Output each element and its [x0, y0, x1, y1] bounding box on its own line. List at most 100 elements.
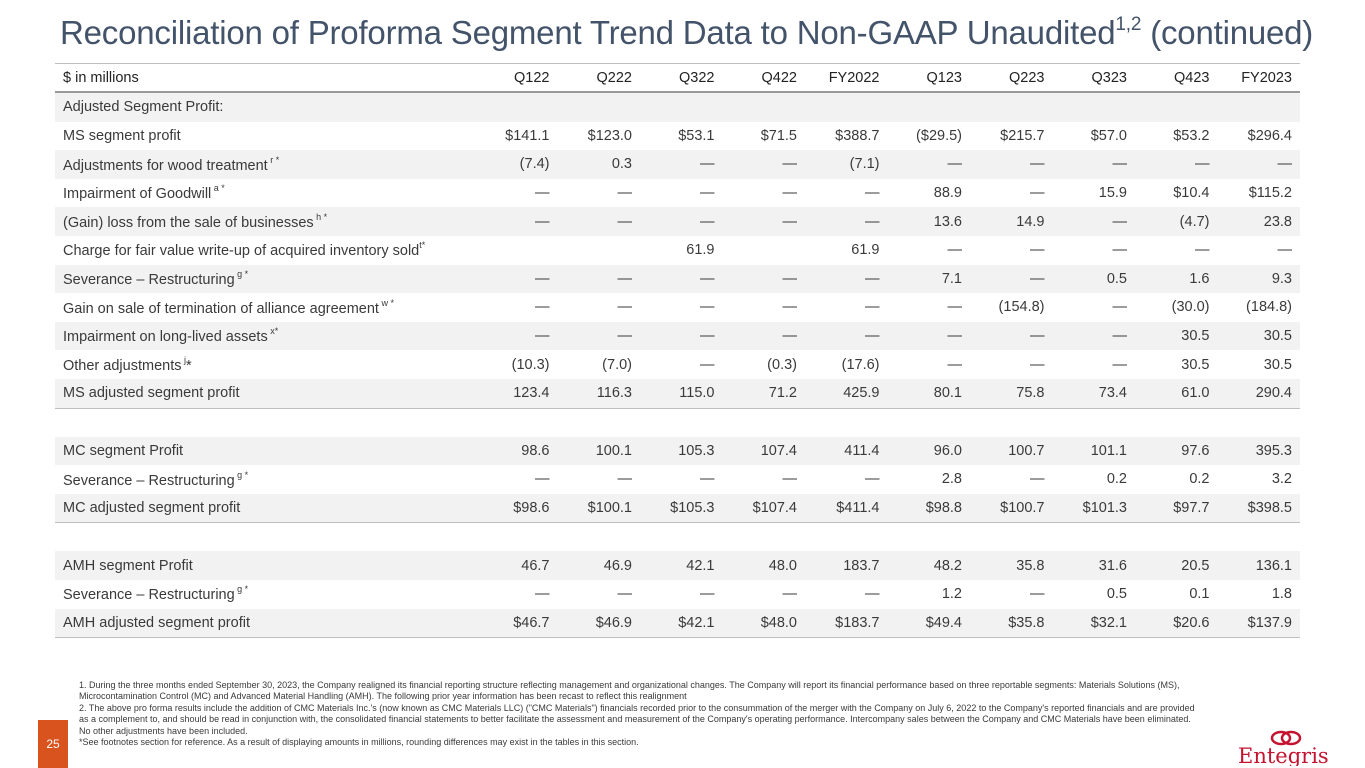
cell-fy2023: $115.2 [1248, 185, 1292, 202]
cell-q122: — [475, 264, 558, 294]
row-label: (Gain) loss from the sale of businesses … [55, 207, 475, 236]
footnote-marker: j [181, 354, 186, 365]
cell-q423: 0.2 [1189, 471, 1210, 488]
cell-q423: 20.5 [1135, 551, 1218, 580]
cell-q422: 107.4 [722, 436, 805, 466]
cell-q422: $48.0 [722, 608, 805, 639]
cell-fy2022 [805, 92, 888, 122]
cell-q122: (7.4) [475, 150, 558, 179]
cell-q423: $20.6 [1135, 608, 1218, 639]
cell-q223: — [1030, 356, 1045, 373]
row-label: Gain on sale of termination of alliance … [63, 297, 394, 317]
cell-q123: — [887, 321, 970, 351]
cell-q123: 88.9 [933, 185, 962, 202]
spacer-row [55, 408, 1300, 437]
cell-q322: 61.9 [686, 242, 715, 259]
cell-fy2023: $137.9 [1217, 608, 1300, 639]
cell-q322: $53.1 [678, 127, 715, 144]
cell-q322: $105.3 [640, 493, 723, 524]
cell-q122 [475, 236, 558, 265]
row-label: MS segment profit [63, 127, 181, 144]
cell-q123: 2.8 [941, 471, 962, 488]
table-row: Severance – Restructuring g * — — — — —7.1—0.… [55, 264, 1300, 294]
cell-q223: 35.8 [970, 551, 1053, 580]
cell-q423: $53.2 [1173, 127, 1210, 144]
row-label: Severance – Restructuring g * [63, 584, 249, 604]
cell-q223: 14.9 [970, 207, 1053, 236]
table-row: Severance – Restructuring g * — — — — — 1.2 — 0.… [55, 580, 1300, 609]
cell-q122: — [535, 299, 550, 316]
cell-q323: 0.5 [1106, 586, 1127, 603]
cell-q123 [887, 92, 970, 122]
row-label: MC segment Profit [55, 436, 475, 466]
cell-fy2023: 30.5 [1217, 321, 1300, 351]
cell-q122: $46.7 [475, 608, 558, 639]
row-label: Severance – Restructuring g * [63, 469, 249, 489]
cell-fy2022: $388.7 [835, 127, 880, 144]
cell-q123: 13.6 [887, 207, 970, 236]
cell-fy2023: 9.3 [1217, 264, 1300, 294]
cell-q422: — [782, 299, 798, 316]
table-row: Charge for fair value write-up of acquir… [55, 236, 1300, 265]
cell-q422 [722, 92, 805, 122]
cell-q422: — [782, 471, 798, 488]
cell-fy2023: 30.5 [1263, 356, 1292, 373]
cell-q223: 75.8 [970, 378, 1053, 409]
cell-q422 [723, 236, 806, 265]
footnote-marker: g * [234, 469, 249, 480]
cell-q123: 48.2 [887, 551, 970, 580]
header-col-q322: Q322 [640, 63, 723, 93]
cell-q222: 46.9 [557, 551, 640, 580]
cell-q322: — [640, 321, 723, 351]
cell-q322: — [700, 471, 715, 488]
footnote-3: *See footnotes section for reference. As… [79, 737, 639, 748]
cell-q123: — [947, 356, 963, 373]
entegris-logo-mark-icon: Entegris [1238, 730, 1329, 766]
cell-fy2023: 3.2 [1271, 471, 1292, 488]
cell-q423: $10.4 [1173, 185, 1210, 202]
spacer-cell [55, 522, 1300, 552]
cell-q423: 30.5 [1181, 356, 1210, 373]
table-row: Gain on sale of termination of alliance … [55, 293, 1300, 322]
table-header-row: $ in millions Q122 Q222 Q322 Q422 FY2022 Q123 Q… [55, 63, 1300, 93]
row-label: Charge for fair value write-up of acquir… [63, 240, 426, 260]
cell-q422: (0.3) [767, 356, 797, 373]
table-row: Other adjustments j* (10.3) (7.0) — (0.3) (17… [55, 350, 1300, 379]
cell-q322: — [640, 264, 723, 294]
cell-fy2023: 136.1 [1217, 551, 1300, 580]
cell-fy2022: — [805, 207, 888, 236]
cell-q422: — [722, 264, 805, 294]
footnote-marker: a * [211, 183, 225, 194]
cell-q323: — [1112, 356, 1128, 373]
cell-q323: 15.9 [1098, 185, 1127, 202]
spacer-cell [55, 408, 1300, 437]
cell-fy2022: 183.7 [805, 551, 888, 580]
table-row: Severance – Restructuring g * — — — — — 2.8 — 0.… [55, 465, 1300, 494]
cell-q123: 7.1 [887, 264, 970, 294]
footnotes: 1. During the three months ended Septemb… [79, 680, 1199, 748]
cell-q323: 0.2 [1106, 471, 1127, 488]
cell-fy2022: 411.4 [805, 436, 888, 466]
table-row: Adjusted Segment Profit: [55, 92, 1300, 122]
page-title: Reconciliation of Proforma Segment Trend… [60, 14, 1314, 51]
cell-q223: $215.7 [1000, 127, 1045, 144]
cell-q422: — [722, 150, 805, 179]
footnote-marker: g * [234, 584, 249, 595]
cell-q223: 100.7 [970, 436, 1053, 466]
cell-fy2023: 23.8 [1217, 207, 1300, 236]
cell-q123: 96.0 [887, 436, 970, 466]
cell-q223 [970, 92, 1053, 122]
cell-q323: 31.6 [1052, 551, 1135, 580]
cell-fy2022: — [865, 586, 880, 603]
cell-q122: — [535, 471, 550, 488]
cell-q123: $49.4 [887, 608, 970, 639]
row-label: AMH adjusted segment profit [55, 608, 475, 639]
cell-q322: — [700, 356, 715, 373]
cell-q423: (30.0) [1171, 299, 1210, 316]
cell-q423 [1135, 92, 1218, 122]
table-row: AMH adjusted segment profit $46.7 $46.9 $42… [55, 608, 1300, 639]
header-label: $ in millions [55, 63, 475, 93]
cell-q322: $42.1 [640, 608, 723, 639]
header-col-q122: Q122 [475, 63, 558, 93]
row-label: Adjustments for wood treatment r * [55, 150, 475, 179]
